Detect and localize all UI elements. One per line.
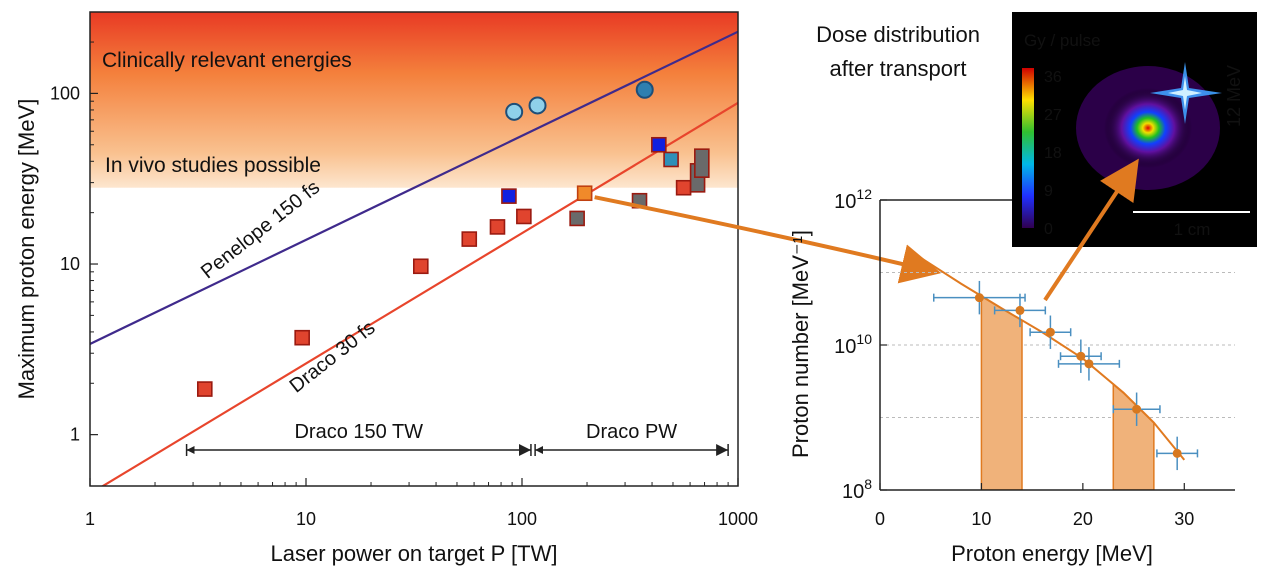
- spectrum-point: [1084, 359, 1094, 369]
- left-x-axis-label: Laser power on target P [TW]: [271, 541, 558, 566]
- inset-title-line2: after transport: [830, 56, 967, 81]
- fit-line-draco: [100, 101, 738, 486]
- left-y-axis-label: Maximum proton energy [MeV]: [14, 99, 39, 400]
- colorbar-title: Gy / pulse: [1024, 31, 1101, 50]
- spectrum-point: [1132, 404, 1142, 414]
- dose-spot: [1104, 88, 1192, 168]
- data-point-circle: [528, 96, 547, 115]
- dose-star-core: [1168, 76, 1202, 110]
- line-label-penelope: Penelope 150 fs: [197, 176, 324, 283]
- data-point-square: [196, 381, 213, 397]
- x-tick-label: 10: [971, 509, 991, 529]
- x-tick-label: 1: [85, 509, 95, 529]
- y-tick-label: 1010: [834, 331, 872, 358]
- data-point-circle: [505, 102, 524, 121]
- fit-line-penelope: [90, 30, 738, 345]
- colorbar: [1022, 68, 1034, 228]
- data-point-square: [516, 208, 532, 225]
- dose-inset: Dose distribution after transport Gy / p…: [816, 12, 1257, 302]
- y-tick-label: 1: [70, 425, 80, 445]
- energy-label: 12 MeV: [1224, 65, 1244, 127]
- colorbar-tick-label: 9: [1044, 183, 1053, 200]
- colorbar-tick-label: 0: [1044, 221, 1053, 238]
- colorbar-tick-label: 18: [1044, 145, 1062, 162]
- right-x-axis-label: Proton energy [MeV]: [951, 541, 1153, 566]
- colorbar-tick-label: 27: [1044, 107, 1062, 124]
- data-point-square: [501, 188, 517, 204]
- y-tick-label: 100: [50, 83, 80, 103]
- data-point-square: [489, 219, 506, 235]
- spectrum-point: [1045, 327, 1055, 337]
- in-vivo-band-label: In vivo studies possible: [105, 154, 321, 177]
- y-tick-label: 1012: [834, 186, 872, 213]
- shaded-region: [980, 294, 1023, 490]
- x-tick-label: 1000: [718, 509, 758, 529]
- line-label-draco: Draco 30 fs: [286, 317, 380, 398]
- clinical-band-label: Clinically relevant energies: [102, 49, 352, 72]
- connecting-arrow: [594, 195, 942, 284]
- x-tick-label: 100: [507, 509, 537, 529]
- scale-bar-label: 1 cm: [1174, 220, 1211, 239]
- data-point-square: [576, 185, 593, 202]
- data-point-square: [694, 148, 710, 178]
- range-label: Draco 150 TW: [294, 421, 423, 443]
- spectrum-point: [1172, 448, 1182, 458]
- data-point-square: [651, 136, 667, 153]
- data-point-square: [294, 329, 310, 346]
- data-point-circle: [635, 80, 654, 99]
- data-point-square: [461, 231, 478, 247]
- x-tick-label: 0: [875, 509, 885, 529]
- right-chart: 0 10 20 30 108 1010 1012 Proton energy [MeV] P…: [788, 186, 1235, 566]
- colorbar-tick-label: 36: [1044, 69, 1062, 86]
- x-tick-label: 30: [1174, 509, 1194, 529]
- spectrum-point: [1015, 305, 1025, 315]
- data-point-square: [412, 258, 429, 275]
- inset-title-line1: Dose distribution: [816, 22, 980, 47]
- y-tick-label: 108: [842, 476, 872, 503]
- x-tick-label: 20: [1073, 509, 1093, 529]
- spectrum-fit-line: [920, 256, 1186, 461]
- spectrum-point: [974, 293, 984, 303]
- data-point-square: [675, 179, 692, 196]
- clinical-band: [90, 12, 738, 188]
- left-plot-frame: [89, 11, 739, 487]
- x-tick-label: 10: [296, 509, 316, 529]
- right-y-axis-label: Proton number [MeV⁻¹]: [788, 230, 813, 458]
- shaded-region: [1112, 382, 1155, 490]
- range-label: Draco PW: [586, 421, 677, 443]
- left-chart: Clinically relevant energies In vivo stu…: [14, 11, 758, 566]
- y-tick-label: 10: [60, 254, 80, 274]
- inset-arrow: [1043, 158, 1139, 302]
- data-point-square: [663, 151, 679, 168]
- spectrum-point: [1076, 351, 1086, 361]
- data-point-square: [569, 210, 585, 227]
